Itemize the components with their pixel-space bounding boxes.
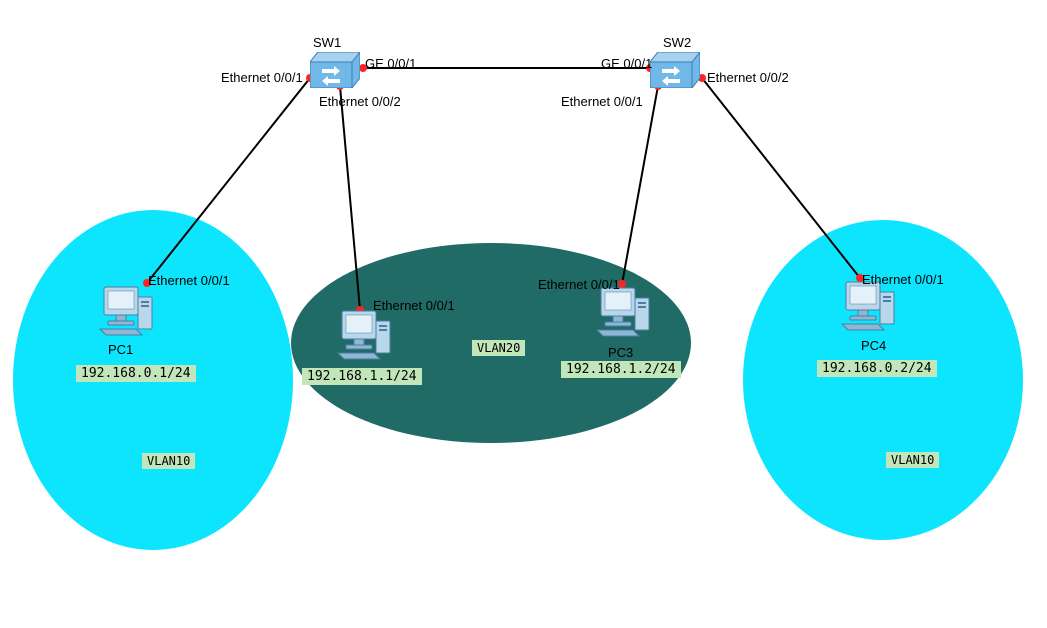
port-label: Ethernet 0/0/1: [561, 94, 643, 109]
switch-label: SW2: [663, 35, 691, 50]
vlan-label: VLAN10: [886, 452, 939, 468]
pc-icon[interactable]: [98, 283, 154, 339]
pc-label: PC4: [861, 338, 886, 353]
vlan-label: VLAN10: [142, 453, 195, 469]
port-label: Ethernet 0/0/1: [538, 277, 620, 292]
link: [147, 78, 310, 283]
pc-label: PC1: [108, 342, 133, 357]
port-label: GE 0/0/1: [365, 56, 416, 71]
port-label: Ethernet 0/0/2: [707, 70, 789, 85]
ip-label: 192.168.1.1/24: [302, 368, 422, 385]
pc-label: PC3: [608, 345, 633, 360]
switch-label: SW1: [313, 35, 341, 50]
ip-label: 192.168.0.2/24: [817, 360, 937, 377]
ip-label: 192.168.1.2/24: [561, 361, 681, 378]
link: [622, 86, 658, 284]
port-label: Ethernet 0/0/1: [221, 70, 303, 85]
link: [340, 86, 360, 310]
port-label: Ethernet 0/0/1: [373, 298, 455, 313]
port-label: Ethernet 0/0/1: [862, 272, 944, 287]
vlan-label: VLAN20: [472, 340, 525, 356]
ip-label: 192.168.0.1/24: [76, 365, 196, 382]
port-label: GE 0/0/1: [601, 56, 652, 71]
pc-icon[interactable]: [595, 284, 651, 340]
switch-icon[interactable]: [310, 52, 360, 88]
port-label: Ethernet 0/0/1: [148, 273, 230, 288]
switch-icon[interactable]: [650, 52, 700, 88]
pc-icon[interactable]: [336, 307, 392, 363]
port-label: Ethernet 0/0/2: [319, 94, 401, 109]
link: [702, 78, 860, 278]
diagram-canvas: SW1 SW2 PC1 PC2 PC3: [0, 0, 1047, 628]
